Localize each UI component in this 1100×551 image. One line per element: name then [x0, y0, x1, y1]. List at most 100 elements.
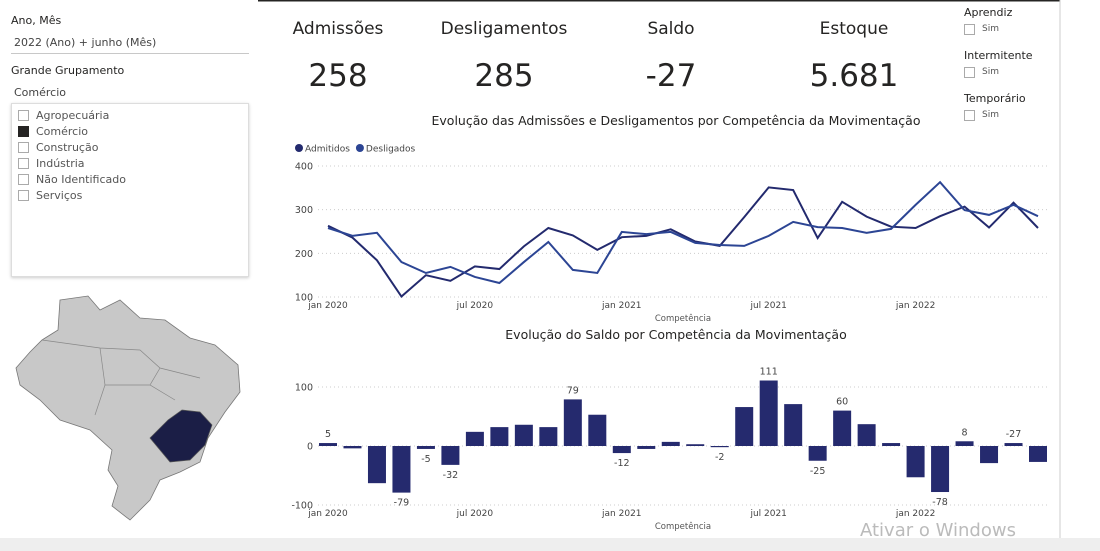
bar: [319, 443, 337, 446]
x-tick-label: jan 2022: [895, 301, 936, 311]
kpi-title: Saldo: [647, 19, 695, 39]
value-label: -25: [810, 466, 826, 477]
x-tick-label: jan 2020: [307, 509, 348, 519]
highlighted-state: [149, 409, 213, 463]
value-label: -12: [614, 458, 630, 469]
y-tick-label: -100: [291, 501, 313, 512]
checkbox[interactable]: [964, 66, 975, 78]
checkbox[interactable]: [18, 125, 29, 137]
bar: [833, 410, 852, 446]
bar: [735, 407, 754, 446]
bar: [882, 443, 901, 446]
legend-label: Admitidos: [305, 145, 350, 155]
y-tick-label: 300: [295, 205, 313, 216]
bar: [490, 427, 509, 446]
option-label: Construção: [36, 140, 99, 154]
option-label: Sim: [982, 110, 999, 120]
dropdown[interactable]: Comércio: [14, 86, 67, 99]
filter-label: Grande Grupamento: [11, 64, 125, 77]
y-tick-label: 0: [307, 442, 313, 453]
value-label: -5: [421, 454, 430, 465]
x-tick-label: jul 2021: [749, 509, 786, 519]
option[interactable]: Comércio: [18, 123, 242, 139]
map: [15, 295, 241, 521]
option[interactable]: Sim: [964, 21, 1054, 37]
checkbox[interactable]: [18, 173, 29, 185]
bar: [612, 446, 631, 454]
flag-label: Aprendiz: [964, 6, 1013, 19]
chart-title: Evolução do Saldo por Competência da Mov…: [505, 327, 846, 342]
kpi-value: 285: [474, 58, 534, 94]
watermark: Ativar o Windows: [860, 520, 1016, 541]
checkbox[interactable]: [18, 157, 29, 169]
bar: [563, 399, 582, 446]
checkbox[interactable]: [18, 109, 29, 121]
value-label: -78: [932, 497, 948, 508]
bar: [906, 446, 925, 478]
bar: [441, 446, 460, 465]
option[interactable]: Sim: [964, 64, 1054, 80]
flag-filters: Aprendiz Sim Intermitente Sim Temporário Sim: [964, 6, 1054, 123]
option[interactable]: Construção: [18, 139, 242, 155]
bar: [465, 431, 484, 446]
y-tick-label: 100: [295, 293, 313, 304]
country-shape: [15, 295, 241, 521]
checkbox[interactable]: [964, 109, 975, 121]
bar: [367, 446, 386, 484]
checkbox[interactable]: [964, 23, 975, 35]
x-axis-title: Competência: [655, 521, 711, 532]
bar: [931, 446, 950, 493]
x-tick-label: jul 2021: [749, 301, 786, 311]
bar: [686, 444, 705, 446]
option[interactable]: Agropecuária: [18, 107, 242, 123]
line: [327, 180, 1039, 285]
option-label: Sim: [982, 67, 999, 77]
x-tick-label: jul 2020: [456, 301, 494, 311]
value-label: 79: [567, 385, 579, 396]
option[interactable]: Indústria: [18, 155, 242, 171]
flag-label: Intermitente: [964, 49, 1033, 62]
chart-title: Evolução das Admissões e Desligamentos p…: [432, 113, 921, 128]
kpi-value: 5.681: [809, 58, 899, 94]
bar: [980, 446, 999, 464]
line: [327, 186, 1039, 299]
bar: [759, 380, 778, 446]
option[interactable]: Serviços: [18, 187, 242, 203]
bar: [539, 427, 558, 446]
y-tick-label: 400: [295, 162, 313, 173]
filter-label: Ano, Mês: [11, 14, 62, 27]
bar: [514, 424, 533, 446]
kpi-value: -27: [645, 58, 697, 94]
kpi-value: 258: [308, 58, 368, 94]
bar: [808, 446, 827, 461]
option-label: Sim: [982, 24, 999, 34]
option-list: Agropecuária Comércio Construção Indústria N…: [11, 103, 249, 277]
y-tick-label: 100: [295, 383, 313, 394]
value-label: 111: [760, 367, 778, 378]
legend-label: Desligados: [366, 145, 416, 155]
x-tick-label: jan 2021: [601, 509, 642, 519]
bar: [416, 446, 435, 449]
bar: [857, 424, 876, 446]
kpi-title: Admissões: [292, 19, 384, 39]
bar: [392, 446, 411, 493]
option-label: Serviços: [36, 188, 83, 202]
bar: [343, 446, 362, 449]
x-tick-label: jan 2021: [601, 301, 642, 311]
option[interactable]: Sim: [964, 107, 1054, 123]
bar: [1029, 446, 1047, 462]
value-label: -27: [1006, 429, 1022, 440]
bar: [1004, 443, 1023, 446]
checkbox[interactable]: [18, 189, 29, 201]
option[interactable]: Não Identificado: [18, 171, 242, 187]
checkbox[interactable]: [18, 141, 29, 153]
value-label: 5: [325, 429, 331, 440]
dropdown[interactable]: 2022 (Ano) + junho (Mês): [11, 33, 249, 54]
bar: [710, 446, 729, 448]
x-axis-title: Competência: [655, 313, 711, 324]
legend-marker: [355, 144, 364, 152]
value-label: -79: [394, 498, 410, 509]
option-label: Agropecuária: [36, 108, 110, 122]
